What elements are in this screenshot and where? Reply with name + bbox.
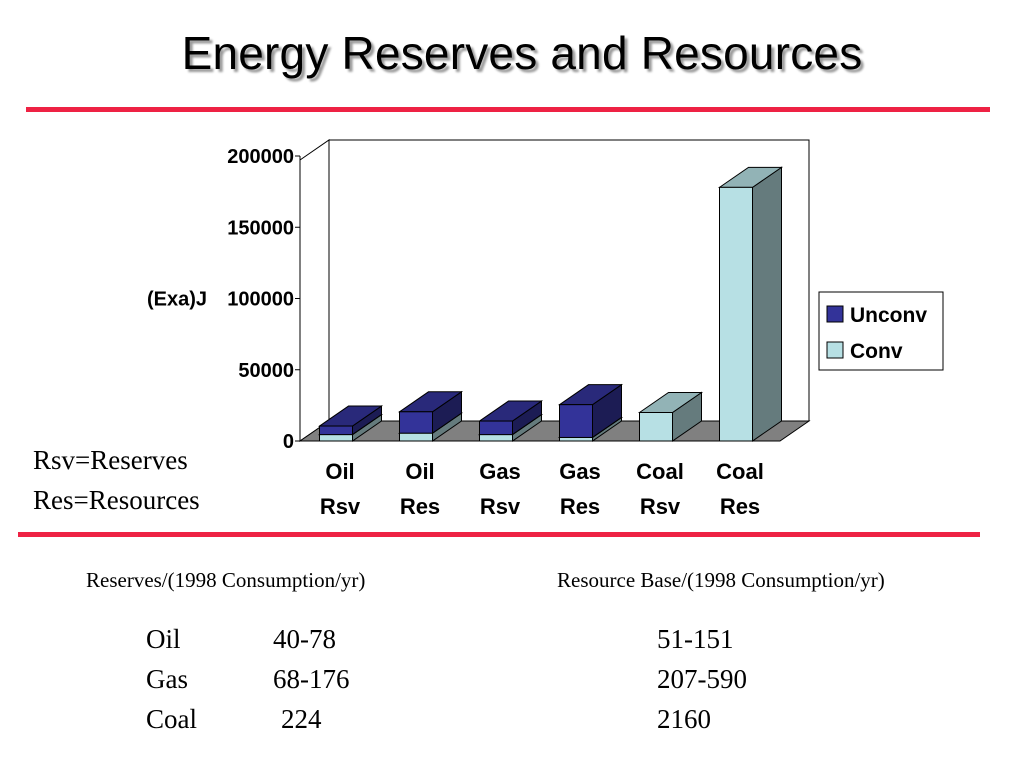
category-label: Rsv [640,494,681,519]
bar-conv-3-front [559,436,593,442]
chart-side-wall [299,139,330,442]
y-tick-label: 200000 [227,146,294,168]
reserves-header: Reserves/(1998 Consumption/yr) [86,568,366,592]
resources-header: Resource Base/(1998 Consumption/yr) [557,568,885,592]
bar-conv-2-front [479,434,513,442]
reserves-coal: 224 [281,704,322,734]
bar-conv-1-front [399,432,433,442]
legend-swatch-unconv [826,305,844,323]
category-label: Res [560,494,600,519]
fuel-oil: Oil [146,624,181,654]
legend-swatch-conv [826,341,844,359]
fuel-gas: Gas [146,664,188,694]
category-label: Res [400,494,440,519]
category-label: Gas [559,459,601,484]
category-label: Rsv [480,494,521,519]
y-tick-label: 150000 [227,217,294,239]
note-reserves: Rsv=Reserves [33,445,188,475]
top-divider [26,107,990,112]
bar-unconv-0-front [319,425,353,436]
bottom-divider [18,532,980,537]
bar-conv-0-front [319,434,353,442]
category-label: Res [720,494,760,519]
resources-coal: 2160 [657,704,711,734]
y-axis-label: (Exa)J [147,289,207,311]
y-tick-label: 0 [283,431,294,453]
y-tick-label: 50000 [238,360,294,382]
category-label: Gas [479,459,521,484]
category-label: Coal [636,459,684,484]
bar-conv-5-side [752,166,782,442]
bar-conv-5-front [719,186,753,442]
energy-chart: 0 50000 100000 150000 200000 (Exa)J Oil Rsv Oil R… [147,139,944,519]
category-label: Oil [405,459,434,484]
bar-conv-4-front [639,412,673,442]
note-resources: Res=Resources [33,485,200,515]
page-title: Energy Reserves and Resources [181,27,863,79]
bar-unconv-3-front [559,404,593,438]
resources-gas: 207-590 [657,664,747,694]
resources-oil: 51-151 [657,624,734,654]
legend-label-unconv: Unconv [850,304,927,327]
category-label: Coal [716,459,764,484]
legend-label-conv: Conv [850,340,903,363]
category-label: Rsv [320,494,361,519]
reserves-gas: 68-176 [273,664,350,694]
category-label: Oil [325,459,354,484]
y-tick-label: 100000 [227,289,294,311]
fuel-coal: Coal [146,704,197,734]
bar-unconv-2-front [479,420,513,436]
abbreviation-notes: Rsv=Reserves Res=Resources [33,440,200,520]
reserves-oil: 40-78 [273,624,336,654]
bar-unconv-1-front [399,411,433,434]
